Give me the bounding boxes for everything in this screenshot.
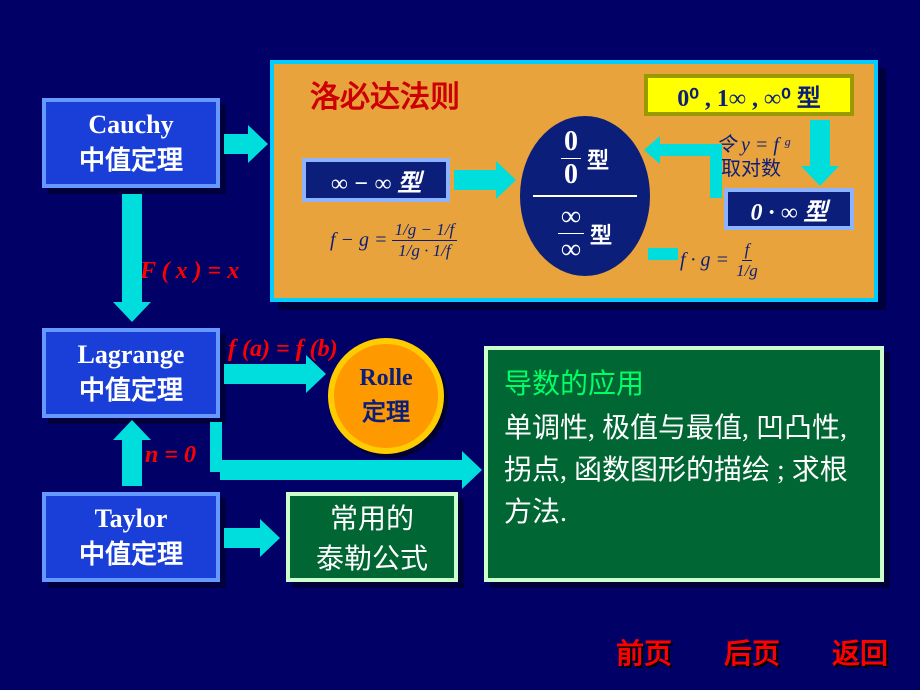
derivative-apps-box: 导数的应用 单调性, 极值与最值, 凹凸性, 拐点, 函数图形的描绘 ; 求根方… [484, 346, 884, 582]
lagrange-box: Lagrange 中值定理 [42, 328, 220, 418]
arrow-powers-down [810, 120, 830, 168]
rolle-line2: 定理 [362, 392, 410, 427]
arrow-center-to-zeroinf [648, 248, 678, 260]
lagrange-line1: Lagrange [78, 340, 185, 370]
taylor-formula-line1: 常用的 [330, 497, 414, 537]
arrow-taylor-to-lagrange [122, 438, 142, 486]
fg-prod-lhs: f · g = [680, 249, 729, 272]
center-types-ellipse: 0 0 型 ∞ ∞ 型 [520, 116, 650, 276]
taylor-formula-box: 常用的 泰勒公式 [286, 492, 458, 582]
zero-den: 0 [561, 159, 581, 191]
arrow-cauchy-to-lagrange [122, 194, 142, 304]
deriv-title: 导数的应用 [504, 362, 644, 402]
cauchy-line2: 中值定理 [79, 140, 183, 177]
lhopital-title: 洛必达法则 [310, 72, 460, 116]
nav-next-button[interactable]: 后页 [724, 632, 780, 672]
label-Fx: F ( x ) = x [140, 258, 239, 285]
zero-num: 0 [561, 126, 581, 159]
inf-den: ∞ [558, 234, 584, 266]
arrow-zeroinf-head [644, 136, 660, 164]
arrow-zeroinf-seg2 [710, 144, 722, 198]
powers-type-box: 0⁰ , 1∞ , ∞⁰ 型 [644, 74, 854, 116]
fg-diff-num: 1/g − 1/f [392, 220, 458, 241]
rolle-circle: Rolle 定理 [328, 338, 444, 454]
rolle-line1: Rolle [359, 365, 412, 392]
lagrange-line2: 中值定理 [79, 370, 183, 407]
inf-num: ∞ [558, 201, 584, 234]
fg-prod-den: 1/g [733, 261, 761, 281]
label-n0: n = 0 [145, 442, 196, 469]
nav-back-button[interactable]: 返回 [832, 632, 888, 672]
nav-prev-button[interactable]: 前页 [616, 632, 672, 672]
cauchy-line1: Cauchy [88, 110, 173, 140]
take-log-label: 取对数 [721, 152, 781, 181]
arrow-infminus-to-center [454, 170, 498, 190]
arrow-taylor-to-formula [224, 528, 262, 548]
inf-type-suffix: 型 [590, 218, 612, 250]
fg-prod-num: f [742, 240, 753, 261]
fg-diff-den: 1/g · 1/f [395, 241, 453, 261]
fg-diff-formula: f − g = 1/g − 1/f 1/g · 1/f [330, 220, 457, 261]
cauchy-box: Cauchy 中值定理 [42, 98, 220, 188]
fg-prod-formula: f · g = f 1/g [680, 240, 761, 281]
taylor-box: Taylor 中值定理 [42, 492, 220, 582]
zero-dot-inf-box: 0 · ∞ 型 [724, 188, 854, 230]
inf-minus-inf-box: ∞ − ∞ 型 [302, 158, 450, 202]
zero-type-suffix: 型 [587, 143, 609, 175]
arrow-rolle-to-deriv-v [210, 422, 222, 472]
deriv-body: 单调性, 极值与最值, 凹凸性, 拐点, 函数图形的描绘 ; 求根方法. [504, 408, 864, 534]
taylor-line2: 中值定理 [79, 534, 183, 571]
fg-diff-lhs: f − g = [330, 229, 388, 252]
arrow-lagrange-to-rolle [224, 364, 308, 384]
taylor-formula-line2: 泰勒公式 [316, 537, 428, 577]
arrow-cauchy-to-panel [224, 134, 250, 154]
taylor-line1: Taylor [95, 504, 168, 534]
arrow-rolle-to-deriv [220, 460, 464, 480]
